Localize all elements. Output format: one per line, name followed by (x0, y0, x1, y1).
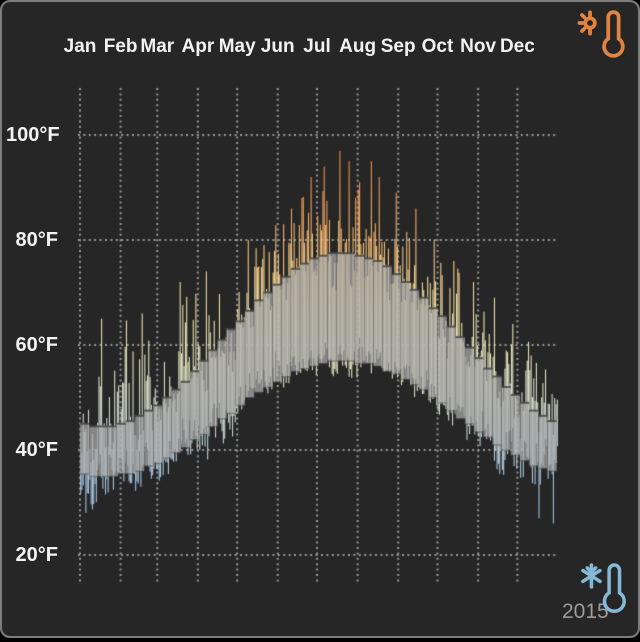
thermometer-outline (602, 10, 625, 58)
thermometer-sun-icon (577, 10, 625, 58)
month-label-0: Jan (63, 36, 97, 57)
temp-label-3: 40°F (15, 439, 58, 461)
month-label-8: Sep (380, 36, 416, 57)
month-label-10: Nov (460, 36, 497, 57)
month-label-2: Mar (140, 36, 175, 57)
temp-label-0: 100°F (6, 124, 60, 146)
thermometer-snowflake-icon (581, 563, 626, 613)
snowflake (581, 563, 602, 589)
year-label: 2015 (562, 600, 609, 623)
month-label-6: Jul (303, 36, 331, 57)
sun-circle (583, 16, 597, 30)
month-label-4: May (218, 36, 256, 57)
sun-rays (577, 10, 592, 36)
thermometer-outline (602, 563, 626, 613)
month-label-1: Feb (103, 36, 138, 57)
temp-label-4: 20°F (15, 544, 58, 566)
month-label-9: Oct (421, 36, 454, 57)
month-label-7: Aug (339, 36, 377, 57)
temp-label-1: 80°F (15, 229, 58, 251)
month-label-11: Dec (499, 36, 535, 57)
month-label-5: Jun (260, 36, 295, 57)
temp-label-2: 60°F (15, 334, 58, 356)
month-label-3: Apr (181, 36, 215, 57)
